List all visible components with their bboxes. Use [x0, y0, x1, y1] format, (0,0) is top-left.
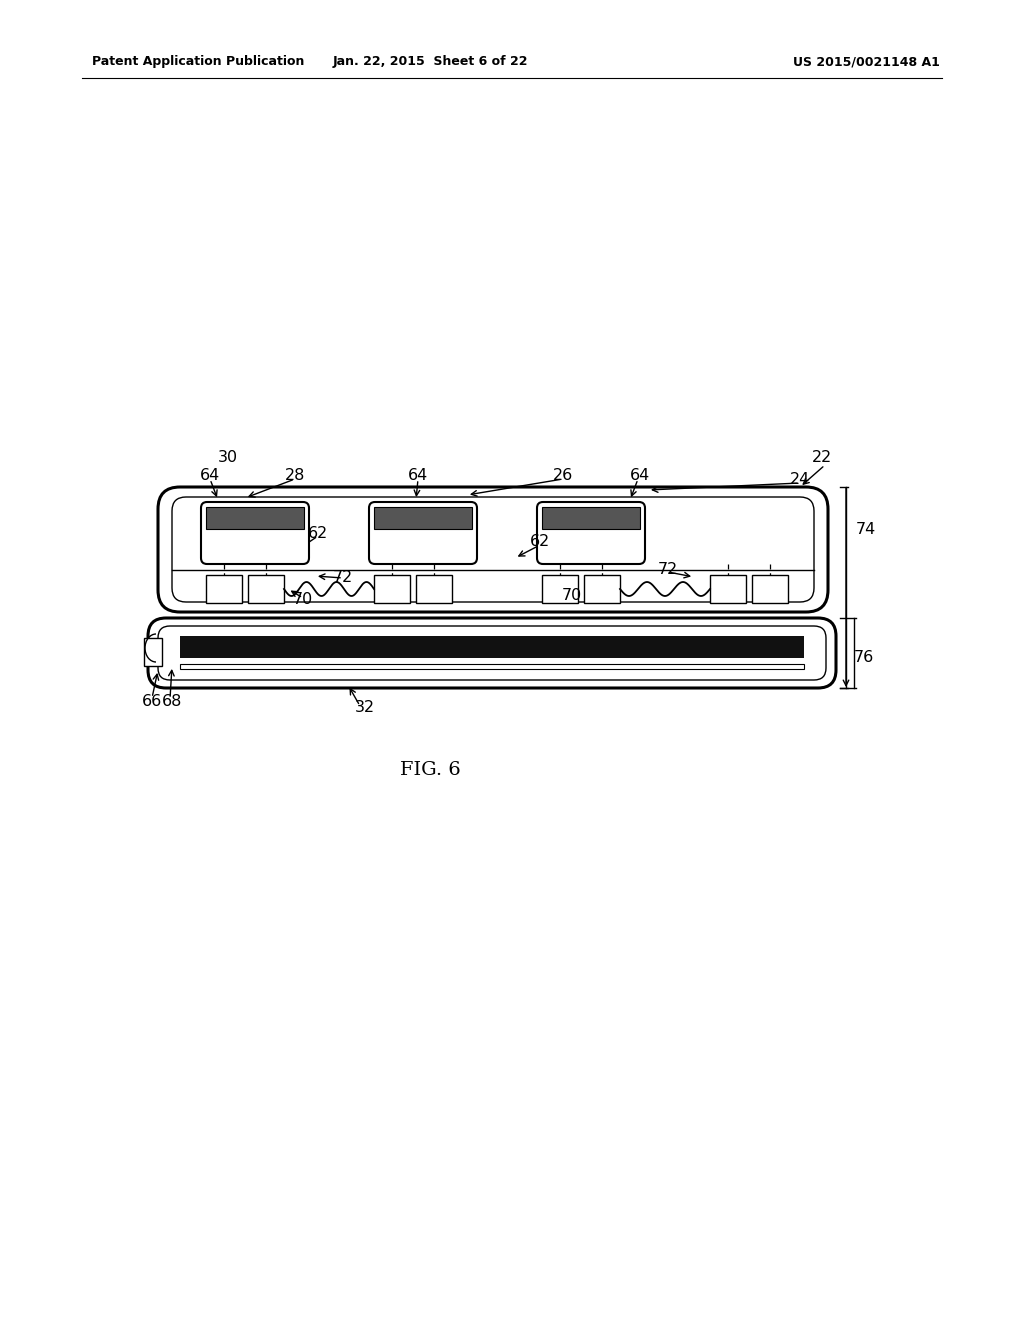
PathPatch shape	[369, 502, 477, 564]
Text: 22: 22	[812, 450, 833, 466]
Text: Patent Application Publication: Patent Application Publication	[92, 55, 304, 69]
Bar	[374, 576, 410, 603]
PathPatch shape	[201, 502, 309, 564]
Text: 70: 70	[562, 589, 583, 603]
Text: FIG. 6: FIG. 6	[399, 762, 461, 779]
Bar	[374, 507, 472, 529]
Text: 30: 30	[218, 450, 239, 466]
Text: 26: 26	[553, 469, 573, 483]
Text: 74: 74	[856, 523, 877, 537]
Bar	[144, 638, 162, 667]
PathPatch shape	[158, 487, 828, 612]
Text: 24: 24	[790, 473, 810, 487]
Bar	[180, 664, 804, 669]
PathPatch shape	[537, 502, 645, 564]
Bar	[752, 576, 788, 603]
Text: 72: 72	[658, 562, 678, 578]
Bar	[416, 576, 452, 603]
Bar	[542, 576, 578, 603]
Bar	[542, 507, 640, 529]
Bar	[584, 576, 620, 603]
Text: 62: 62	[308, 525, 329, 540]
Text: Jan. 22, 2015  Sheet 6 of 22: Jan. 22, 2015 Sheet 6 of 22	[332, 55, 527, 69]
Text: 62: 62	[530, 535, 550, 549]
PathPatch shape	[172, 498, 814, 602]
Bar	[206, 507, 304, 529]
Text: 32: 32	[355, 701, 375, 715]
Text: 76: 76	[854, 651, 874, 665]
Text: 72: 72	[333, 569, 353, 585]
Text: 70: 70	[293, 593, 313, 607]
Text: 68: 68	[162, 694, 182, 710]
Text: 28: 28	[285, 469, 305, 483]
Text: 64: 64	[408, 469, 428, 483]
Bar	[710, 576, 746, 603]
Text: 64: 64	[630, 469, 650, 483]
Bar	[206, 576, 242, 603]
Bar	[248, 576, 284, 603]
PathPatch shape	[148, 618, 836, 688]
Text: US 2015/0021148 A1: US 2015/0021148 A1	[794, 55, 940, 69]
PathPatch shape	[158, 626, 826, 680]
Text: 66: 66	[142, 694, 162, 710]
Text: 64: 64	[200, 469, 220, 483]
Bar	[180, 636, 804, 657]
